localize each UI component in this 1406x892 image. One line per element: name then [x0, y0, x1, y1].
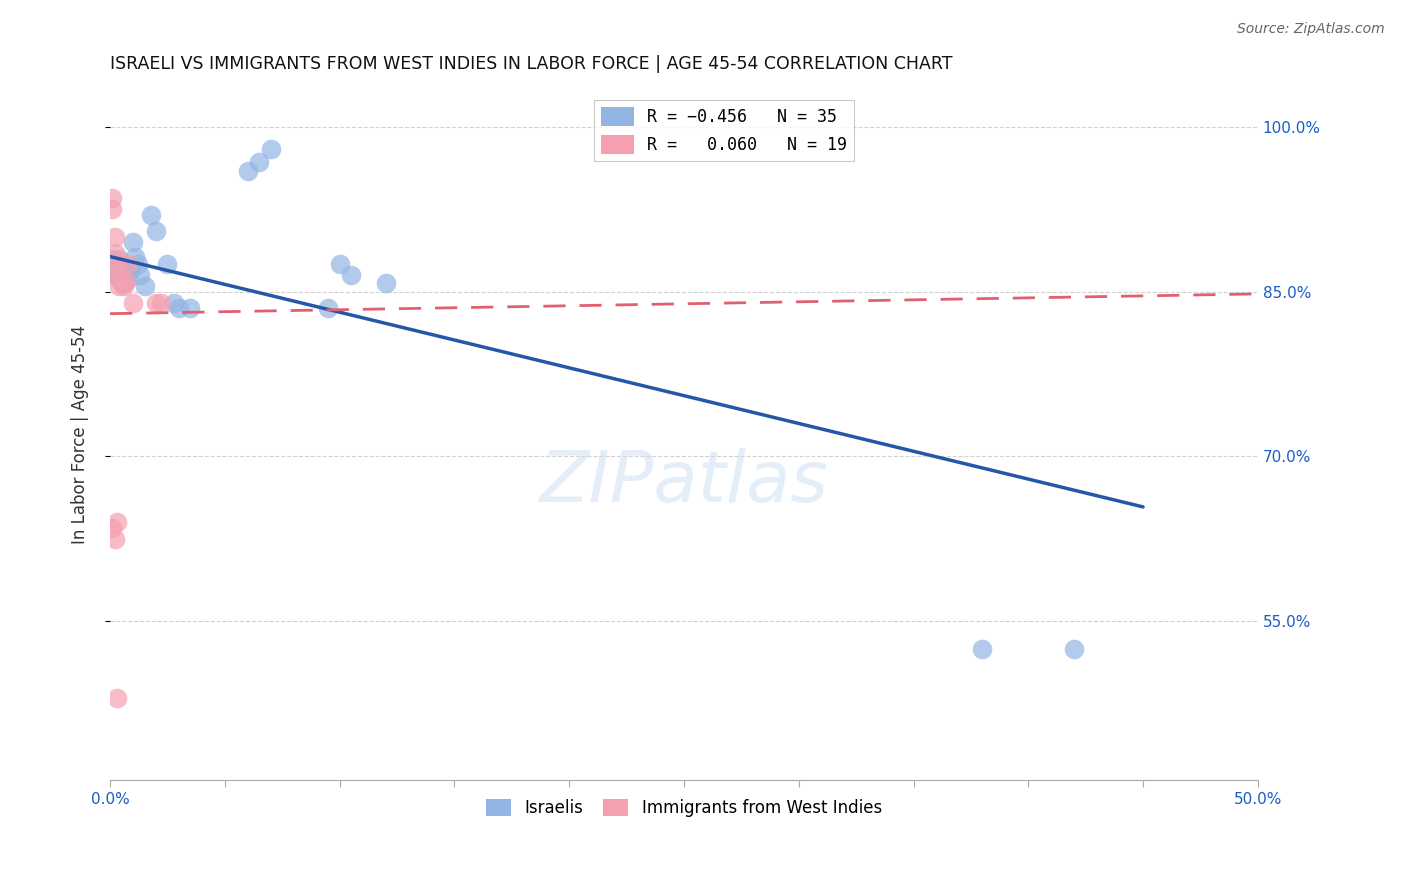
Point — [329, 257, 352, 271]
Point — [145, 224, 167, 238]
Point — [104, 246, 127, 260]
Text: ISRAELI VS IMMIGRANTS FROM WEST INDIES IN LABOR FORCE | AGE 45-54 CORRELATION CH: ISRAELI VS IMMIGRANTS FROM WEST INDIES I… — [110, 55, 953, 73]
Point — [316, 301, 339, 315]
Point — [112, 262, 135, 277]
Point — [115, 274, 138, 288]
Point — [105, 262, 128, 277]
Y-axis label: In Labor Force | Age 45-54: In Labor Force | Age 45-54 — [72, 325, 89, 544]
Point — [104, 257, 127, 271]
Point — [1063, 641, 1085, 656]
Point — [101, 202, 124, 217]
Point — [110, 260, 132, 275]
Text: Source: ZipAtlas.com: Source: ZipAtlas.com — [1237, 22, 1385, 37]
Point — [112, 279, 135, 293]
Point — [104, 229, 127, 244]
Point — [149, 295, 172, 310]
Point — [108, 271, 131, 285]
Point — [236, 164, 259, 178]
Point — [108, 271, 131, 285]
Point — [104, 532, 127, 546]
Point — [340, 268, 363, 283]
Point — [105, 516, 128, 530]
Point — [260, 142, 283, 156]
Point — [105, 690, 128, 705]
Point — [163, 295, 186, 310]
Point — [374, 276, 396, 290]
Point — [101, 191, 124, 205]
Point — [124, 250, 146, 264]
Point — [101, 262, 124, 277]
Point — [108, 279, 131, 293]
Point — [112, 276, 135, 290]
Point — [101, 252, 124, 266]
Point — [141, 208, 163, 222]
Point — [105, 254, 128, 268]
Point — [120, 262, 142, 277]
Point — [129, 268, 152, 283]
Point — [108, 252, 131, 266]
Point — [134, 279, 156, 293]
Point — [122, 295, 145, 310]
Point — [110, 276, 132, 290]
Point — [167, 301, 190, 315]
Point — [104, 268, 127, 283]
Point — [115, 265, 138, 279]
Point — [105, 266, 128, 280]
Legend: Israelis, Immigrants from West Indies: Israelis, Immigrants from West Indies — [479, 792, 889, 824]
Point — [127, 257, 149, 271]
Point — [105, 260, 128, 274]
Point — [117, 271, 139, 285]
Point — [110, 274, 132, 288]
Text: ZIPatlas: ZIPatlas — [540, 449, 828, 517]
Point — [972, 641, 994, 656]
Point — [101, 521, 124, 535]
Point — [145, 295, 167, 310]
Point — [117, 257, 139, 271]
Point — [247, 155, 270, 169]
Point — [179, 301, 201, 315]
Point — [156, 257, 179, 271]
Point — [122, 235, 145, 250]
